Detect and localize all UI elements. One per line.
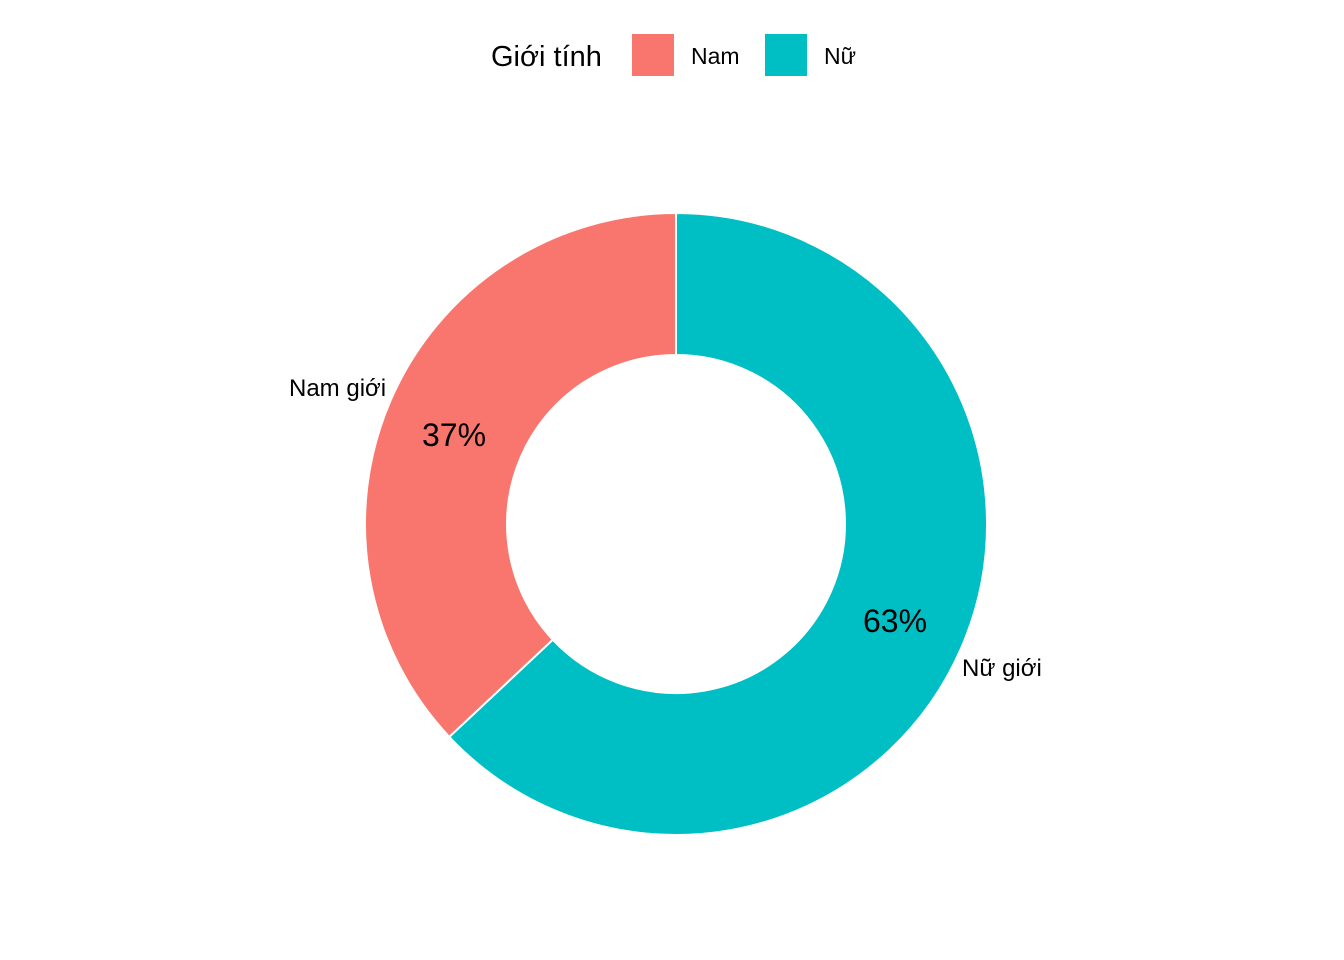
slice-nu	[447, 211, 988, 836]
legend-label-nam: Nam	[691, 43, 740, 69]
slice-label-nam: Nam giới	[289, 375, 386, 402]
percent-label-nam: 37%	[422, 417, 486, 453]
legend-label-nu: Nữ	[824, 43, 856, 69]
slice-label-nu: Nữ giới	[962, 655, 1042, 682]
percent-label-nu: 63%	[863, 603, 927, 639]
legend-title: Giới tính	[491, 41, 602, 73]
legend-key-nam	[632, 34, 674, 76]
legend: Giới tính Nam Nữ	[491, 34, 856, 76]
donut-slices	[364, 211, 988, 836]
slice-nam	[364, 211, 677, 739]
legend-key-nu	[765, 34, 807, 76]
